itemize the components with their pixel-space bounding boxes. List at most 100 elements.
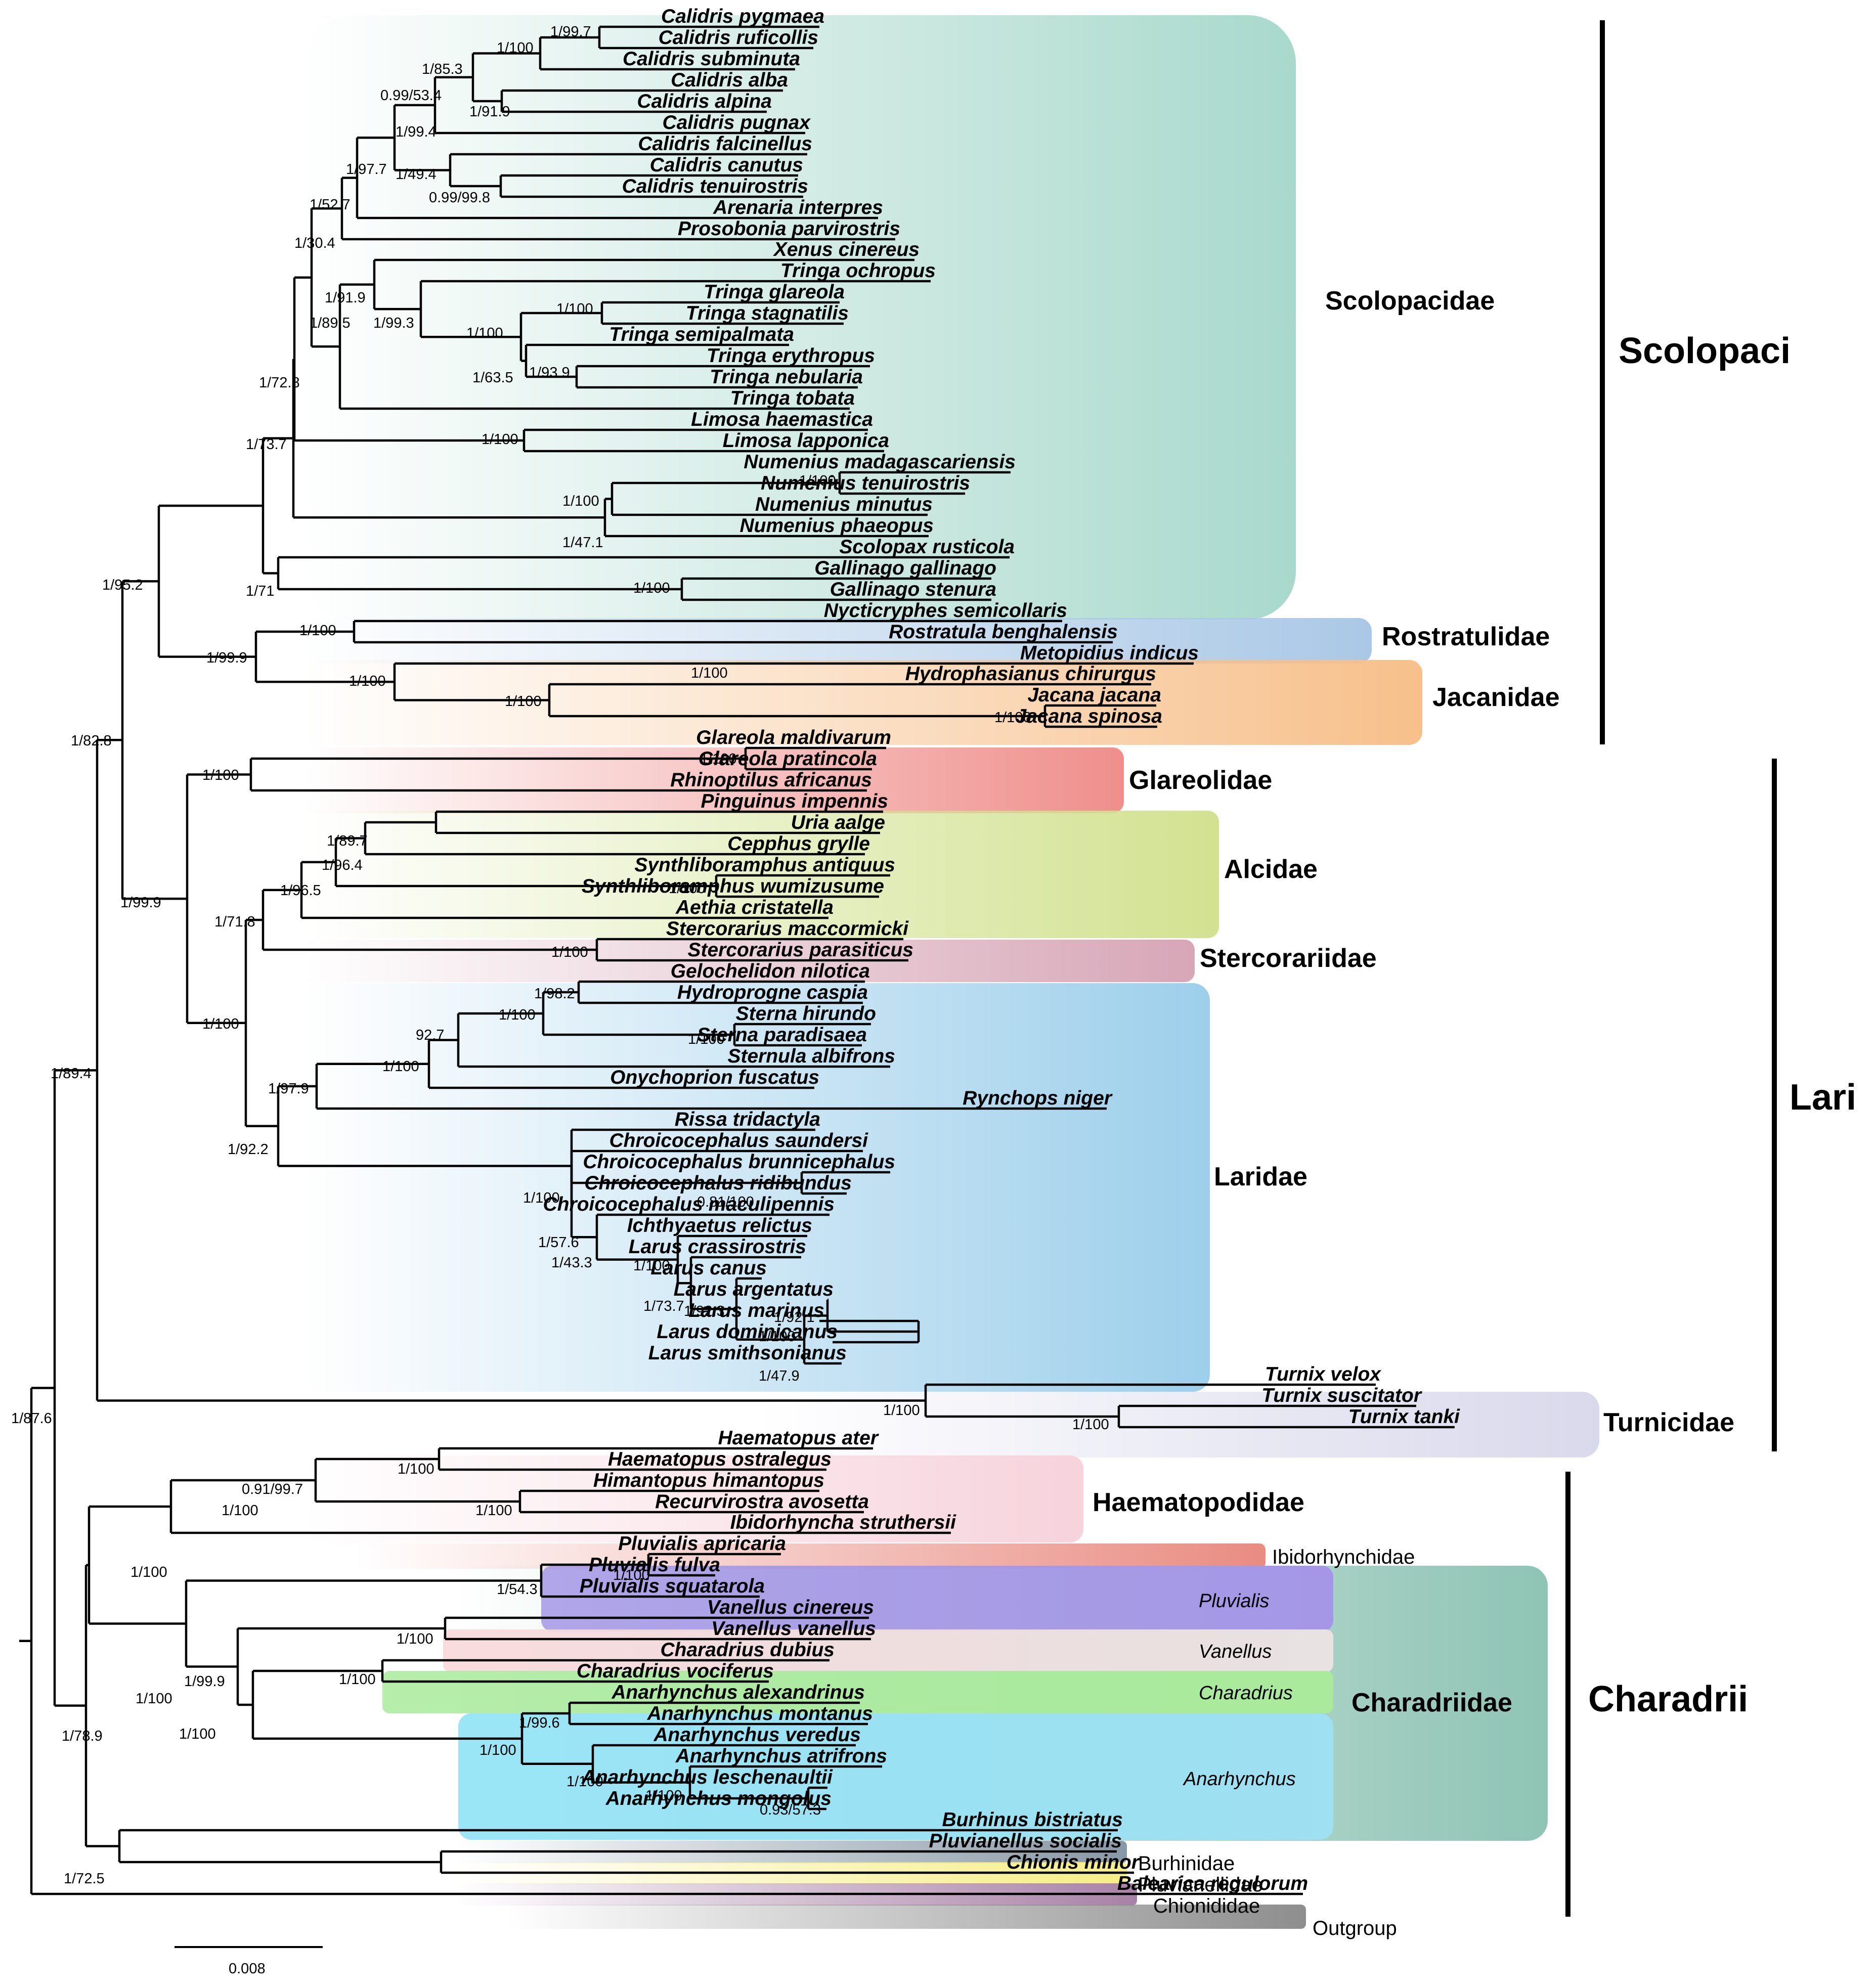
taxon-label: Limosa haemastica — [691, 409, 873, 430]
family-label-stercorariidae: Stercorariidae — [1200, 944, 1377, 973]
support-value: 1/100 — [551, 944, 588, 960]
family-label-glareolidae: Glareolidae — [1129, 766, 1272, 795]
support-value: 1/30.4 — [294, 235, 335, 251]
taxon-label: Gelochelidon nilotica — [671, 960, 870, 982]
support-value: 0.99/53.4 — [380, 87, 442, 104]
taxon-label: Vanellus cinereus — [707, 1597, 874, 1618]
taxon-label: Pinguinus impennis — [701, 790, 888, 812]
taxon-label: Pluvianellus socialis — [929, 1830, 1122, 1852]
taxon-label: Calidris ruficollis — [659, 27, 818, 49]
taxon-label: Scolopax rusticola — [839, 536, 1015, 558]
taxon-label: Calidris alpina — [637, 91, 772, 112]
support-value: 0.99/99.8 — [429, 190, 490, 206]
taxon-label: Numenius minutus — [755, 494, 933, 515]
scale-bar-label: 0.008 — [229, 1961, 266, 1977]
taxon-label: Jacana spinosa — [1016, 705, 1162, 727]
support-value: 1/100 — [339, 1671, 376, 1688]
suborder-label-lari: Lari — [1790, 1077, 1856, 1118]
support-value: 1/99.9 — [120, 895, 161, 911]
family-label-haematopodidae: Haematopodidae — [1093, 1488, 1304, 1517]
taxon-label: Pluvialis squatarola — [580, 1575, 765, 1597]
taxon-label: Chroicocephalus ridibundus — [584, 1172, 852, 1194]
taxon-label: Pluvialis apricaria — [618, 1533, 786, 1555]
support-value: 1/71 — [246, 583, 274, 599]
taxon-label: Aethia cristatella — [675, 897, 834, 918]
support-value: 1/49.4 — [396, 166, 437, 183]
support-value: 1/100 — [700, 751, 737, 767]
support-value: 1/100 — [645, 1788, 682, 1804]
taxon-label: Haematopus ostralegus — [608, 1448, 832, 1470]
support-value: 1/93.9 — [529, 365, 570, 381]
taxon-label: Tringa ochropus — [780, 260, 936, 282]
support-value: 1/99.4 — [396, 124, 437, 140]
taxon-label: Turnix velox — [1265, 1363, 1381, 1385]
support-value: 1/71.8 — [214, 914, 255, 930]
taxon-label: Chroicocephalus saundersi — [609, 1130, 869, 1152]
support-value: 1/100 — [497, 40, 534, 56]
support-value: 1/85.3 — [422, 61, 463, 77]
taxon-label: Tringa semipalmata — [609, 324, 794, 345]
support-value: 1/96.4 — [322, 857, 363, 873]
support-value: 1/91.9 — [469, 104, 510, 120]
genus-label-anarhynchus: Anarhynchus — [1183, 1769, 1296, 1790]
taxon-label: Stercorarius parasiticus — [687, 939, 913, 961]
taxon-label: Charadrius vociferus — [577, 1660, 774, 1682]
family-label-turnicidae: Turnicidae — [1603, 1408, 1734, 1437]
support-value: 1/100 — [299, 623, 336, 639]
taxon-label: Jacana jacana — [1027, 684, 1161, 706]
taxon-label: Tringa nebularia — [710, 366, 863, 388]
clade-box-jacanidae — [303, 660, 1422, 745]
taxon-label: Calidris canutus — [650, 154, 803, 176]
clade-box-laridae — [303, 983, 1210, 1392]
support-value: 1/100 — [202, 767, 239, 783]
taxon-label: Sterna paradisaea — [697, 1024, 867, 1046]
taxon-label: Anarhynchus veredus — [653, 1724, 861, 1746]
support-value: 92.7 — [416, 1027, 444, 1043]
taxon-label: Turnix suscitator — [1261, 1385, 1422, 1406]
support-value: 1/100 — [799, 473, 836, 489]
support-value: 1/100 — [613, 1567, 650, 1583]
taxon-label: Recurvirostra avosetta — [655, 1491, 869, 1513]
support-value: 1/100 — [523, 1190, 560, 1206]
support-value: 1/100 — [482, 431, 518, 448]
taxon-label: Onychoprion fuscatus — [610, 1067, 819, 1088]
taxon-label: Sternula albifrons — [727, 1045, 895, 1067]
taxon-label: Vanellus vanellus — [711, 1618, 876, 1640]
taxon-label: Larus canus — [650, 1257, 767, 1279]
family-label-rostratulidae: Rostratulidae — [1382, 622, 1550, 651]
support-value: 1/98.2 — [534, 986, 575, 1002]
support-value: 1/100 — [179, 1726, 216, 1742]
taxon-label: Nycticryphes semicollaris — [824, 600, 1067, 622]
support-value: 1/99.7 — [550, 24, 591, 40]
taxon-label: Numenius tenuirostris — [761, 472, 970, 494]
support-value: 1/92.1 — [774, 1309, 815, 1326]
support-value: 1/99.9 — [206, 650, 247, 666]
support-value: 1/100 — [398, 1461, 434, 1477]
taxon-label: Chroicocephalus maculipennis — [543, 1194, 835, 1215]
genus-box-pluvialis — [541, 1566, 1333, 1631]
family-label-pluvianellidae: Pluvianellidae — [1138, 1874, 1263, 1896]
support-value: 1/89.4 — [51, 1066, 92, 1082]
support-value: 1/92.3 — [684, 1303, 725, 1319]
taxon-label: Glareola pratincola — [699, 748, 877, 770]
taxon-label: Larus dominicanus — [657, 1321, 838, 1343]
taxon-label: Hydrophasianus chirurgus — [905, 663, 1156, 685]
taxon-label: Burhinus bistriatus — [942, 1809, 1123, 1831]
genus-label-charadrius: Charadrius — [1199, 1683, 1293, 1704]
family-label-scolopacidae: Scolopacidae — [1325, 286, 1495, 316]
family-label-outgroup: Outgroup — [1313, 1917, 1397, 1939]
taxon-label: Turnix tanki — [1348, 1406, 1460, 1428]
taxon-label: Anarhynchus alexandrinus — [611, 1682, 865, 1703]
clade-box-turnicidae — [759, 1392, 1599, 1457]
support-value: 1/100 — [556, 301, 593, 317]
support-value: 1/82.8 — [71, 733, 112, 749]
support-value: 1/100 — [466, 325, 503, 341]
taxon-label: Ibidorhyncha struthersii — [730, 1512, 957, 1533]
support-value: 1/89.5 — [310, 315, 351, 331]
support-value: 1/63.5 — [472, 370, 513, 386]
support-value: 1/100 — [883, 1402, 920, 1419]
support-value: 1/72.8 — [259, 375, 300, 391]
clade-box-rostratulidae — [303, 618, 1372, 664]
